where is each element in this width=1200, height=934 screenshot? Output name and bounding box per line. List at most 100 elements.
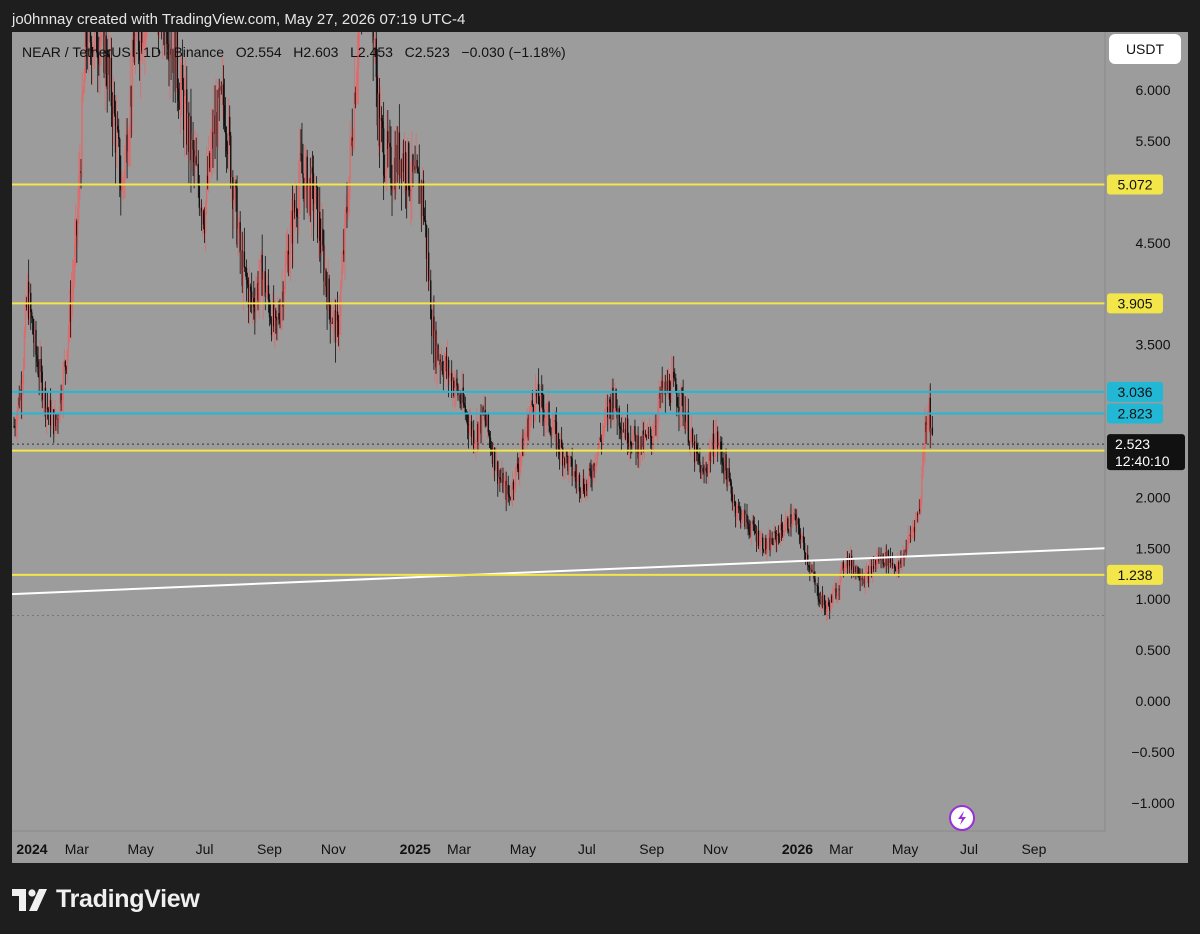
- candle: [927, 403, 929, 431]
- candle-body: [15, 427, 17, 429]
- candle: [352, 128, 354, 152]
- candle: [553, 409, 556, 442]
- candle: [670, 355, 673, 404]
- candle: [642, 422, 645, 453]
- candle-body: [750, 527, 752, 535]
- candle: [867, 565, 870, 588]
- candle-body: [437, 344, 439, 360]
- candle: [211, 108, 213, 179]
- candle-body: [858, 576, 860, 578]
- candle-body: [47, 409, 50, 412]
- candle-body: [645, 434, 648, 438]
- candle-body: [411, 154, 413, 191]
- candle: [96, 32, 98, 54]
- candle-body: [668, 380, 671, 400]
- candle-body: [246, 279, 249, 285]
- candle: [78, 151, 80, 224]
- candle: [399, 159, 402, 182]
- candle-body: [673, 371, 675, 378]
- candle: [799, 528, 802, 549]
- candle-body: [439, 359, 441, 366]
- candle: [254, 287, 256, 335]
- candle-body: [505, 480, 507, 500]
- price-tick-label: 2.000: [1135, 489, 1170, 505]
- candle: [796, 508, 798, 529]
- candle: [578, 472, 581, 503]
- candle-body: [698, 454, 700, 462]
- candle-body: [559, 439, 562, 455]
- candle: [165, 32, 167, 58]
- candle-body: [565, 451, 567, 466]
- candle-body: [797, 518, 800, 525]
- candle: [855, 565, 857, 580]
- candle-body: [854, 566, 856, 574]
- tradingview-logo[interactable]: TradingView: [12, 885, 200, 914]
- candle: [655, 413, 657, 436]
- candle-body: [728, 468, 730, 479]
- candle: [919, 499, 921, 515]
- candle-body: [618, 408, 620, 427]
- candle: [712, 419, 715, 465]
- candle-body: [209, 153, 211, 168]
- candle-body: [299, 153, 301, 186]
- candle-body: [500, 479, 502, 481]
- candle: [74, 219, 76, 288]
- candle-body: [769, 537, 771, 551]
- candle: [14, 418, 16, 437]
- candle: [734, 500, 737, 528]
- candle-body: [795, 514, 797, 526]
- candle: [659, 386, 661, 409]
- candle-body: [484, 410, 486, 421]
- candle: [259, 259, 261, 305]
- candle: [305, 149, 307, 194]
- candle: [904, 546, 906, 561]
- candle-body: [25, 304, 28, 307]
- candle-body: [177, 88, 180, 102]
- candle: [135, 32, 138, 42]
- candle-body: [424, 220, 427, 226]
- candle-body: [537, 384, 540, 405]
- candle-body: [791, 523, 793, 527]
- candle: [485, 414, 487, 427]
- candle-body: [631, 445, 633, 448]
- candle-body: [375, 38, 378, 78]
- candle-body: [290, 210, 293, 225]
- candle-body: [447, 359, 450, 378]
- candle-body: [29, 292, 31, 320]
- candle: [232, 170, 234, 239]
- candle: [869, 557, 872, 572]
- candle: [479, 413, 481, 436]
- candle: [141, 32, 143, 54]
- chart-frame[interactable]: 6.000 5.500 4.500 3.500 2.000 1.500 1.000 0.500…: [12, 32, 1188, 863]
- candle-body: [558, 448, 561, 455]
- candle-body: [79, 171, 81, 176]
- candle-body: [839, 572, 841, 590]
- candle-body: [83, 80, 85, 93]
- candle-body: [888, 556, 891, 566]
- candle-body: [400, 159, 403, 179]
- candle-body: [575, 476, 578, 482]
- candle-body: [758, 545, 761, 547]
- candle: [325, 268, 327, 297]
- candle: [671, 356, 674, 386]
- candle-body: [248, 286, 251, 308]
- candle-body: [256, 283, 258, 296]
- candle-body: [576, 476, 579, 482]
- candle: [510, 485, 513, 504]
- candle: [573, 467, 575, 482]
- candle-body: [109, 57, 112, 76]
- candle: [269, 302, 272, 325]
- candle-body: [602, 427, 605, 433]
- candle-body: [26, 281, 29, 307]
- candle-body: [276, 318, 278, 321]
- currency-button[interactable]: USDT: [1109, 34, 1181, 64]
- price-chart[interactable]: 6.0005.5004.5003.5002.0001.5001.0000.500…: [12, 32, 1188, 863]
- candle: [478, 422, 480, 451]
- candle-body: [619, 426, 622, 429]
- candle: [289, 210, 292, 282]
- candle-body: [325, 270, 327, 287]
- candle: [417, 166, 419, 174]
- candle-body: [265, 292, 268, 297]
- lightning-icon[interactable]: [949, 805, 975, 831]
